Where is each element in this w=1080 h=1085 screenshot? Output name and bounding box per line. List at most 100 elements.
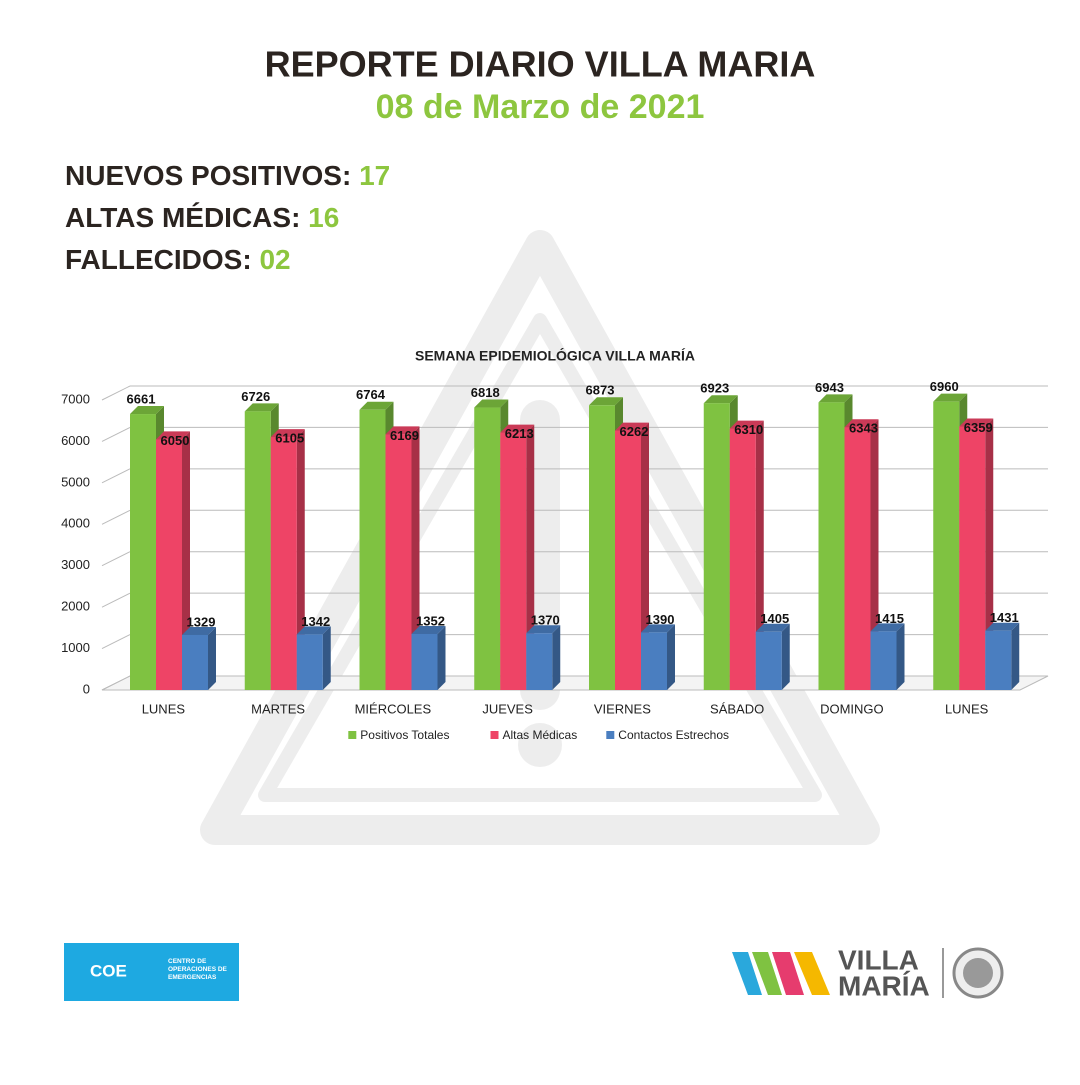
x-tick-label: LUNES bbox=[945, 701, 989, 716]
bar-top bbox=[818, 394, 853, 403]
bar bbox=[359, 409, 386, 690]
bar bbox=[844, 427, 871, 690]
value-label: 6343 bbox=[849, 421, 878, 436]
stat: ALTAS MÉDICAS: 16 bbox=[65, 202, 339, 233]
value-label: 6764 bbox=[356, 387, 386, 402]
bar bbox=[474, 407, 501, 690]
bar-top bbox=[474, 399, 509, 408]
value-label: 1415 bbox=[875, 611, 904, 626]
y-tick-label: 4000 bbox=[61, 516, 90, 531]
bar-side bbox=[411, 426, 420, 690]
bar-top bbox=[985, 622, 1020, 631]
stat-label: NUEVOS POSITIVOS: bbox=[65, 160, 351, 191]
grid-line bbox=[101, 634, 131, 650]
bar-side bbox=[896, 623, 905, 690]
bar-top bbox=[182, 626, 216, 635]
bar-top bbox=[130, 406, 164, 415]
legend-label: Positivos Totales bbox=[360, 728, 449, 742]
grid-line bbox=[101, 385, 131, 401]
value-label: 6359 bbox=[964, 420, 993, 435]
bar bbox=[703, 403, 730, 690]
bar-side bbox=[208, 626, 216, 690]
value-label: 6310 bbox=[734, 422, 763, 437]
y-tick-label: 7000 bbox=[61, 391, 90, 406]
bar bbox=[130, 414, 156, 690]
x-tick-label: JUEVES bbox=[482, 701, 533, 716]
title: REPORTE DIARIO VILLA MARIA bbox=[265, 44, 816, 85]
coe-name: COE bbox=[90, 961, 127, 980]
bar bbox=[244, 411, 271, 690]
value-label: 6661 bbox=[127, 391, 156, 406]
bar-top bbox=[641, 624, 675, 633]
bar-side bbox=[437, 625, 446, 690]
value-label: 1390 bbox=[646, 612, 675, 627]
bar-side bbox=[1011, 622, 1020, 690]
bar bbox=[985, 630, 1012, 690]
grid-line bbox=[101, 468, 131, 484]
bar-top bbox=[500, 424, 535, 433]
villa-maria-logo: VILLA MARÍA bbox=[732, 944, 1004, 1001]
bar-side bbox=[985, 418, 994, 690]
value-label: 6726 bbox=[241, 389, 270, 404]
legend-label: Contactos Estrechos bbox=[618, 728, 729, 742]
bar-top bbox=[296, 626, 331, 635]
value-label: 6050 bbox=[161, 433, 190, 448]
coe-logo: COE CENTRO DE OPERACIONES DE EMERGENCIAS bbox=[64, 943, 239, 1001]
value-label: 6105 bbox=[275, 431, 304, 446]
x-tick-label: MIÉRCOLES bbox=[355, 701, 432, 716]
chart: 0 1000 2000 3000 4000 5000 6000 7000 LUNES 6661 60… bbox=[61, 379, 1049, 742]
bar-side bbox=[781, 623, 790, 690]
bar-side bbox=[182, 431, 190, 690]
value-label: 1329 bbox=[187, 614, 216, 629]
bar bbox=[526, 633, 553, 690]
coe-text: CENTRO DE OPERACIONES DE EMERGENCIAS bbox=[168, 958, 227, 981]
bar bbox=[411, 633, 438, 690]
chart-title: SEMANA EPIDEMIOLÓGICA VILLA MARÍA bbox=[415, 347, 695, 364]
bar-side bbox=[322, 626, 331, 690]
bar-side bbox=[755, 420, 764, 690]
value-label: 1405 bbox=[760, 611, 789, 626]
y-tick-label: 5000 bbox=[61, 474, 90, 489]
city-2: MARÍA bbox=[838, 970, 930, 1001]
y-tick-label: 1000 bbox=[61, 640, 90, 655]
bar-top bbox=[589, 397, 623, 406]
bar-side bbox=[667, 624, 675, 690]
bar bbox=[870, 631, 897, 690]
bar-side bbox=[552, 625, 561, 690]
bar bbox=[182, 634, 208, 690]
stats: NUEVOS POSITIVOS: 17 ALTAS MÉDICAS: 16 FAL… bbox=[65, 160, 390, 275]
x-tick-label: DOMINGO bbox=[820, 701, 884, 716]
bar-top bbox=[244, 403, 279, 412]
bar-top bbox=[270, 429, 305, 438]
value-label: 6213 bbox=[505, 426, 534, 441]
grid-line bbox=[101, 551, 131, 567]
coe-box bbox=[64, 943, 239, 1001]
bar-side bbox=[870, 419, 879, 690]
bar-top bbox=[156, 431, 190, 440]
bar-top bbox=[844, 419, 879, 428]
bar bbox=[641, 632, 667, 690]
bar-top bbox=[755, 623, 790, 632]
stat-value: 02 bbox=[259, 244, 290, 275]
stat: FALLECIDOS: 02 bbox=[65, 244, 291, 275]
x-tick-label: MARTES bbox=[251, 701, 305, 716]
stat-label: FALLECIDOS: bbox=[65, 244, 252, 275]
bar-top bbox=[959, 418, 994, 427]
coe-fo: CENTRO DE OPERACIONES DE EMERGENCIAS bbox=[168, 958, 227, 981]
bar-top bbox=[359, 401, 394, 410]
bar-top bbox=[411, 625, 446, 634]
y-tick-label: 0 bbox=[83, 681, 90, 696]
city-1: VILLA bbox=[838, 944, 919, 975]
bar-top bbox=[933, 393, 968, 402]
stat-label: ALTAS MÉDICAS: bbox=[65, 202, 300, 233]
stat-value: 16 bbox=[308, 202, 339, 233]
value-label: 6169 bbox=[390, 428, 419, 443]
value-label: 6262 bbox=[620, 424, 649, 439]
bar-side bbox=[641, 422, 649, 690]
bar bbox=[589, 405, 615, 690]
value-label: 6818 bbox=[471, 385, 500, 400]
legend-swatch bbox=[606, 731, 615, 739]
bar bbox=[959, 426, 986, 690]
bar bbox=[500, 432, 527, 690]
legend-swatch bbox=[348, 731, 357, 739]
